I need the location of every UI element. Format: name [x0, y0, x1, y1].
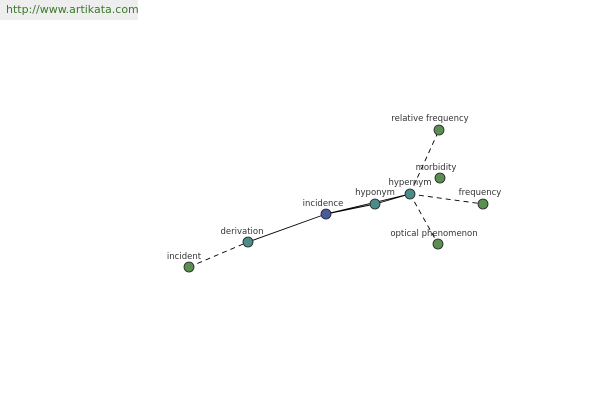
edges [188, 129, 484, 268]
labels: incident derivation incidence hyponym hy… [167, 114, 501, 262]
edge [409, 193, 484, 205]
node[interactable] [432, 238, 444, 250]
node[interactable] [433, 124, 445, 136]
node-label[interactable]: morbidity [416, 163, 457, 173]
edge [325, 193, 411, 215]
node-label[interactable]: hyponym [355, 188, 395, 198]
node[interactable] [477, 198, 489, 210]
node[interactable] [242, 236, 254, 248]
node-label[interactable]: optical phenomenon [390, 229, 477, 239]
node-label[interactable]: incidence [303, 199, 344, 209]
node-label[interactable]: relative frequency [391, 114, 468, 124]
node[interactable] [369, 198, 381, 210]
node[interactable] [404, 188, 416, 200]
nodes [183, 124, 489, 273]
node[interactable] [434, 172, 446, 184]
node[interactable] [320, 208, 332, 220]
edge [409, 129, 440, 195]
node-label[interactable]: frequency [459, 188, 502, 198]
edge [409, 193, 439, 245]
node-label[interactable]: derivation [220, 227, 263, 237]
edge [188, 241, 249, 268]
node-label[interactable]: incident [167, 252, 202, 262]
edge [374, 193, 411, 205]
site-url[interactable]: http://www.artikata.com [0, 0, 139, 20]
edge [247, 213, 327, 243]
node-label[interactable]: hypernym [388, 178, 431, 188]
node[interactable] [183, 261, 195, 273]
